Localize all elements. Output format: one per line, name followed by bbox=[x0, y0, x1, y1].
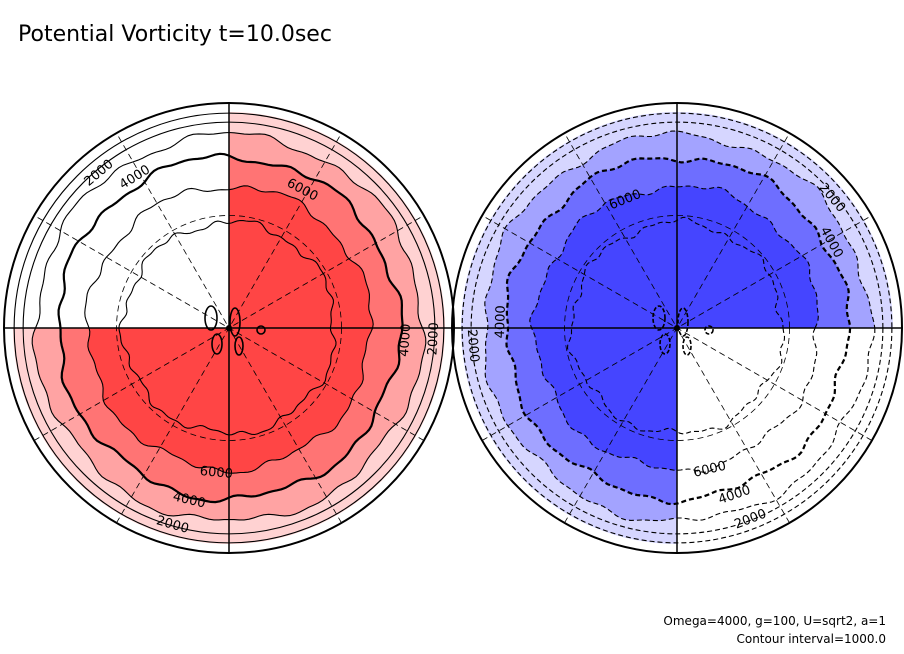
contour-eddy bbox=[682, 336, 692, 356]
contour-eddy bbox=[234, 336, 244, 356]
contour-eddy bbox=[677, 307, 689, 337]
contour-label: 2000 bbox=[464, 329, 482, 363]
chart-title: Potential Vorticity t=10.0sec bbox=[18, 22, 332, 47]
footnote-parameters: Omega=4000, g=100, U=sqrt2, a=1 bbox=[663, 614, 886, 628]
contour-label: 4000 bbox=[493, 305, 509, 339]
contour-eddy bbox=[659, 333, 671, 355]
pole-marker bbox=[674, 325, 680, 331]
contour-line-8000 bbox=[566, 216, 786, 435]
contour-label: 4000 bbox=[717, 483, 753, 508]
panel-boundary bbox=[451, 102, 903, 554]
contour-eddy bbox=[704, 325, 714, 335]
contour-eddy bbox=[652, 305, 666, 331]
contour-eddy bbox=[211, 333, 223, 355]
contour-label: 6000 bbox=[692, 459, 728, 481]
contour-label: 4000 bbox=[171, 489, 207, 511]
pole-marker bbox=[226, 325, 232, 331]
contour-label: 6000 bbox=[199, 464, 233, 482]
contour-eddy bbox=[204, 305, 218, 331]
contour-label: 4000 bbox=[397, 323, 414, 357]
contour-eddy bbox=[229, 307, 241, 337]
contour-eddy bbox=[256, 325, 266, 335]
contour-label: 2000 bbox=[425, 322, 442, 356]
footnote-contour-interval: Contour interval=1000.0 bbox=[736, 632, 886, 646]
contour-label: 2000 bbox=[732, 507, 768, 533]
